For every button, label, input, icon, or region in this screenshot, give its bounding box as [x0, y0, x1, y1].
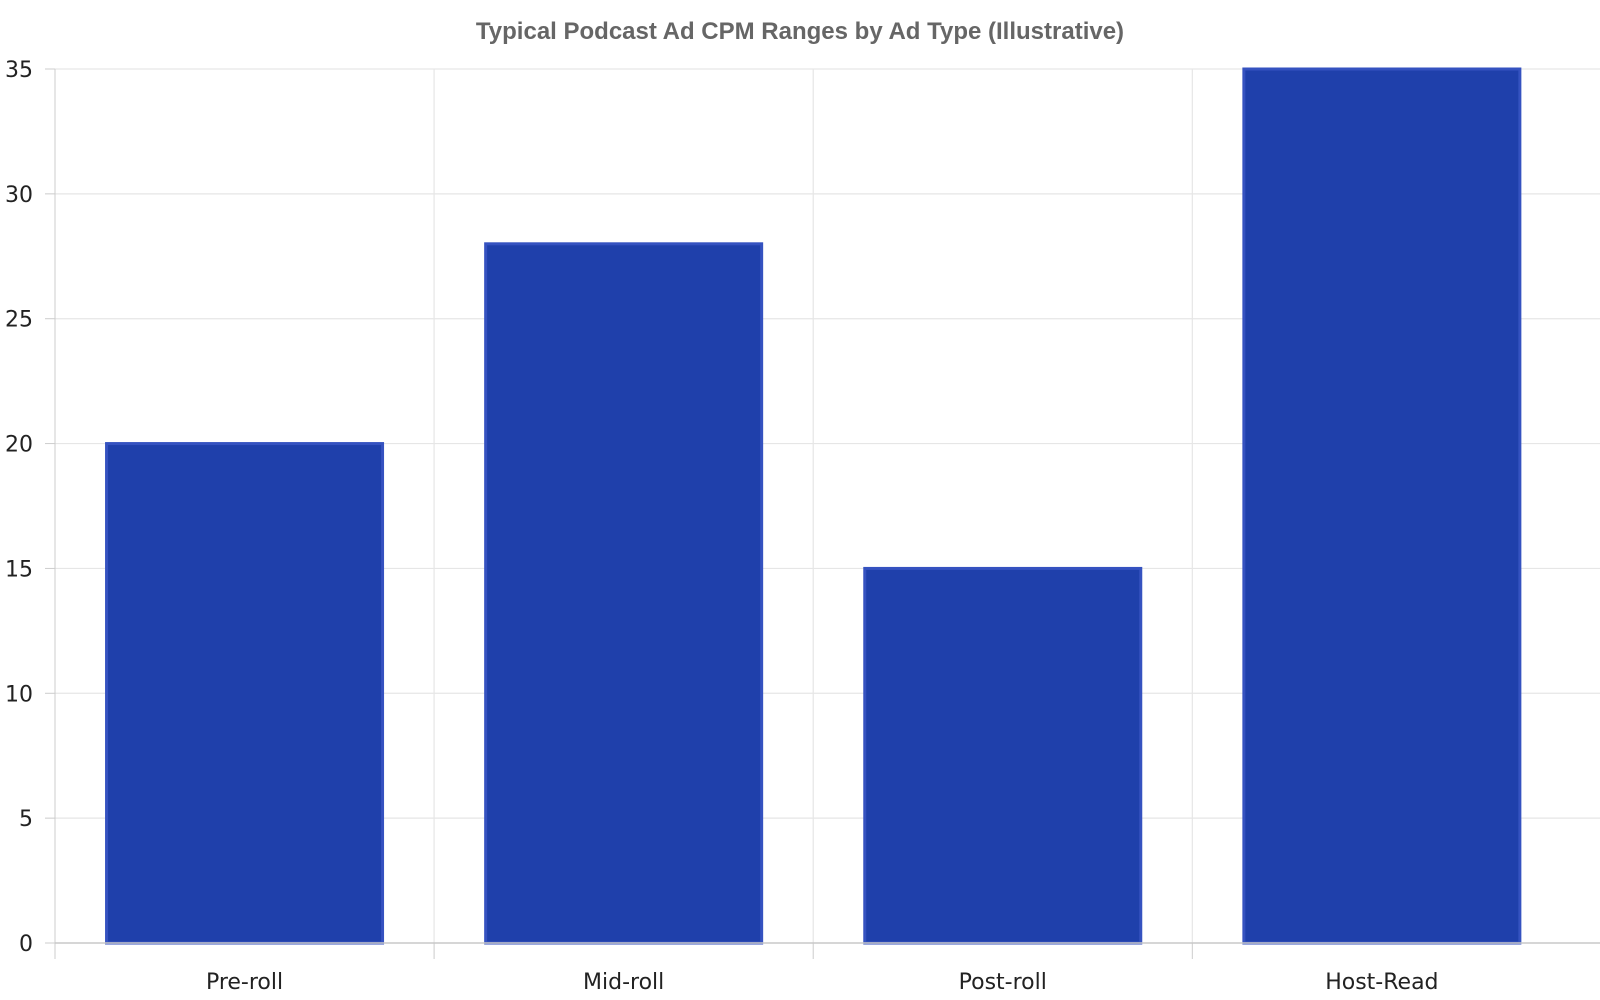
x-tick-label: Host-Read [1325, 970, 1438, 995]
bar [863, 566, 1143, 945]
y-tick-label: 30 [5, 183, 33, 208]
chart-title: Typical Podcast Ad CPM Ranges by Ad Type… [475, 18, 1125, 45]
bar [484, 242, 764, 945]
x-tick-label: Pre-roll [206, 970, 283, 995]
x-tick-label: Post-roll [959, 970, 1047, 995]
y-tick-label: 5 [19, 807, 33, 832]
y-tick-label: 0 [19, 932, 33, 957]
bar [105, 442, 385, 945]
y-tick-label: 10 [5, 682, 33, 707]
bar [1242, 67, 1522, 945]
x-tick-label: Mid-roll [583, 970, 664, 995]
y-tick-label: 25 [5, 308, 33, 333]
axis-layer: 0 5 10 15 20 25 30 35 Pre-roll Mid-roll Post-roll H… [5, 58, 1600, 995]
y-tick-label: 20 [5, 433, 33, 458]
y-tick-label: 35 [5, 58, 33, 83]
bar-layer [105, 67, 1522, 945]
y-tick-label: 15 [5, 557, 33, 582]
